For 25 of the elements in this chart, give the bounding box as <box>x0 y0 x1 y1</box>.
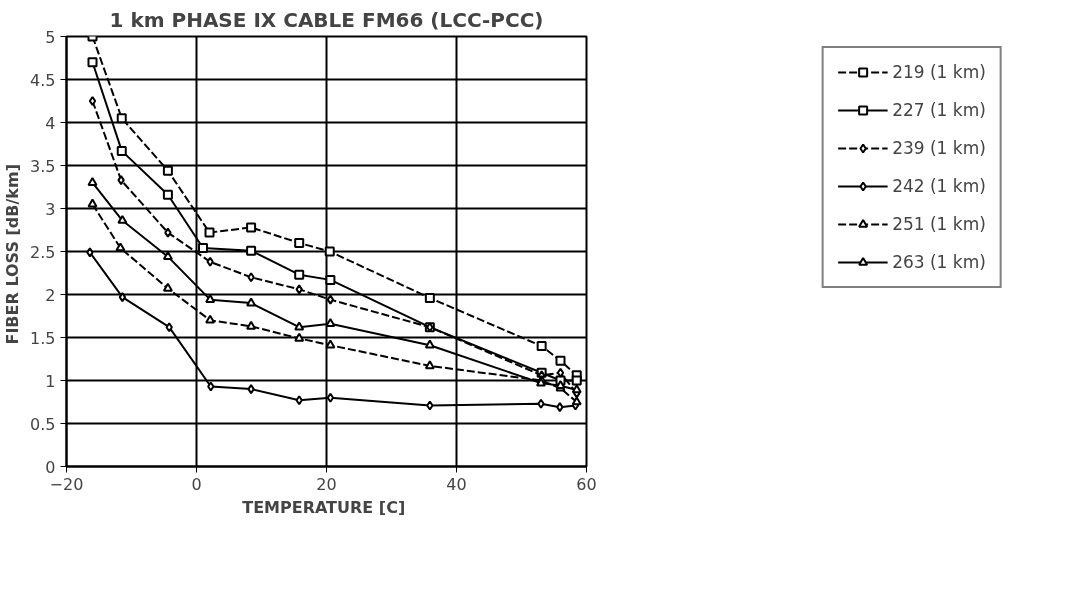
chart-title: 1 km PHASE IX CABLE FM66 (LCC-PCC) <box>109 7 544 32</box>
x-axis-title: TEMPERATURE [C] <box>242 497 406 517</box>
x-tick-label: 0 <box>191 474 202 494</box>
y-tick-label: 4.5 <box>30 70 56 90</box>
x-tick-label: 20 <box>316 474 337 494</box>
y-tick-label: 5 <box>45 27 56 47</box>
x-tick-label: −20 <box>49 474 84 494</box>
y-tick-label: 0.5 <box>30 414 56 434</box>
legend-label: 242 (1 km) <box>892 176 986 196</box>
y-tick-label: 3 <box>45 199 56 219</box>
y-tick-label: 0 <box>45 457 56 477</box>
y-tick-label: 2.5 <box>30 242 56 262</box>
y-tick-label: 3.5 <box>30 156 56 176</box>
legend-label: 219 (1 km) <box>892 62 986 82</box>
x-tick-label: 60 <box>576 474 597 494</box>
legend-label: 251 (1 km) <box>892 214 986 234</box>
y-tick-label: 1 <box>45 371 56 391</box>
y-axis-title: FIBER LOSS [dB/km] <box>3 164 23 345</box>
y-tick-label: 1.5 <box>30 328 56 348</box>
y-tick-label: 4 <box>45 113 56 133</box>
legend-label: 227 (1 km) <box>892 100 986 120</box>
y-tick-label: 2 <box>45 285 56 305</box>
legend-label: 263 (1 km) <box>892 252 986 272</box>
legend-label: 239 (1 km) <box>892 138 986 158</box>
x-tick-label: 40 <box>446 474 467 494</box>
